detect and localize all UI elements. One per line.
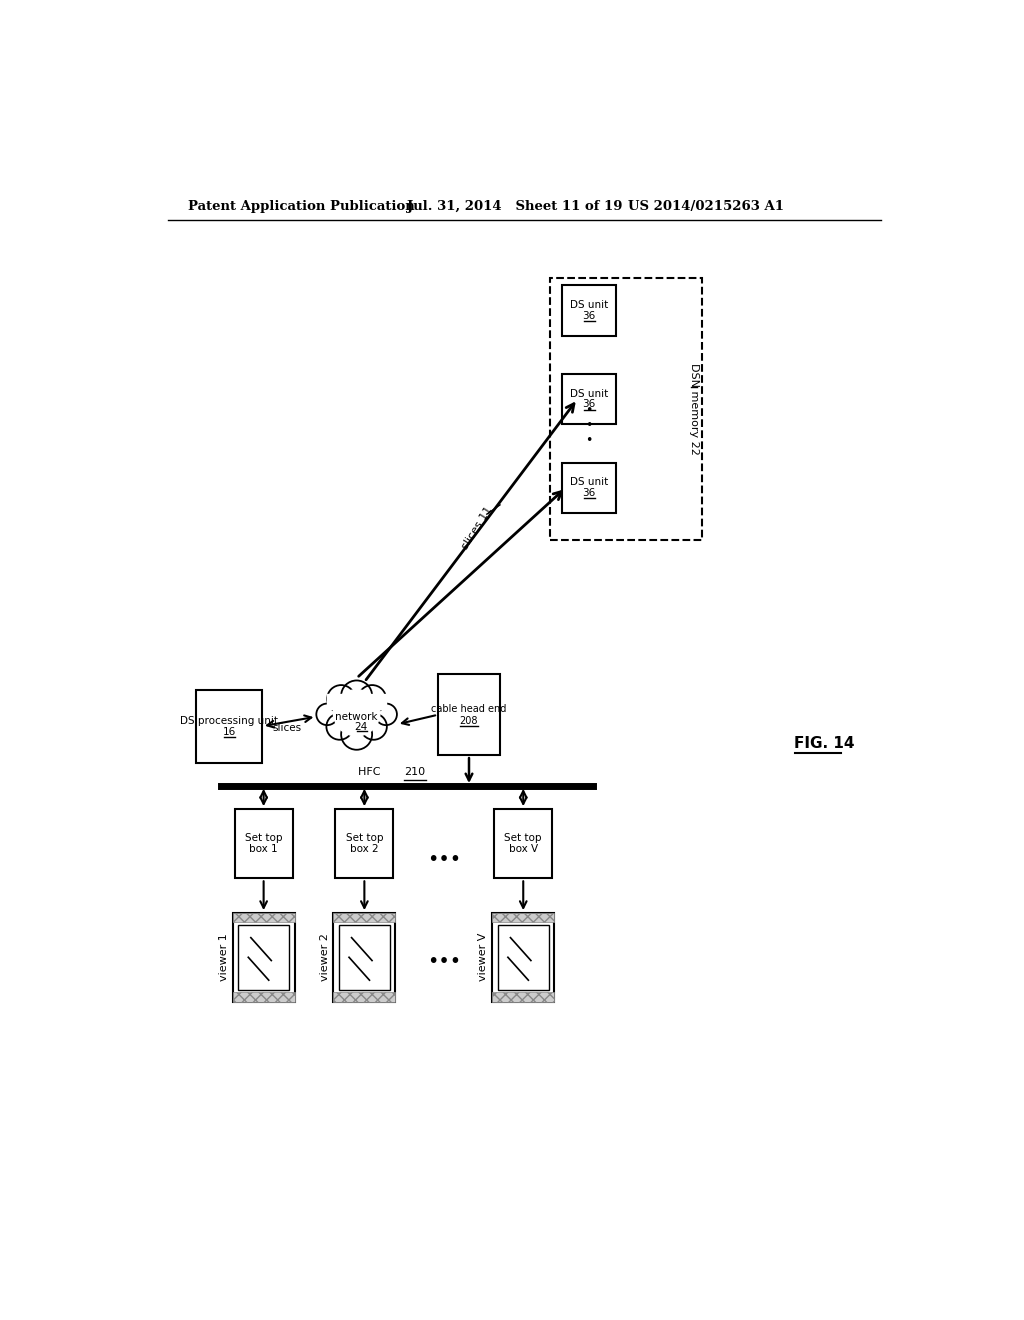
Bar bbox=[562, 374, 616, 424]
Bar bbox=[562, 462, 616, 512]
Text: Jul. 31, 2014   Sheet 11 of 19: Jul. 31, 2014 Sheet 11 of 19 bbox=[407, 201, 623, 214]
Text: •••: ••• bbox=[427, 952, 461, 970]
Bar bbox=[232, 913, 295, 1002]
Bar bbox=[493, 913, 554, 923]
Circle shape bbox=[334, 689, 380, 737]
Bar bbox=[339, 924, 390, 990]
Text: DS processing unit: DS processing unit bbox=[180, 715, 279, 726]
Circle shape bbox=[328, 685, 355, 713]
Circle shape bbox=[327, 714, 352, 739]
Bar bbox=[335, 809, 393, 878]
Bar bbox=[232, 913, 295, 923]
Circle shape bbox=[341, 719, 372, 750]
Text: Set top
box V: Set top box V bbox=[505, 833, 542, 854]
Bar bbox=[498, 924, 549, 990]
Text: viewer V: viewer V bbox=[478, 933, 488, 982]
Text: DS unit: DS unit bbox=[570, 478, 608, 487]
Text: FIG. 14: FIG. 14 bbox=[795, 737, 855, 751]
Bar bbox=[197, 690, 262, 763]
Text: slices 11: slices 11 bbox=[460, 504, 494, 552]
Text: cable head end: cable head end bbox=[431, 704, 507, 714]
Text: network: network bbox=[336, 711, 378, 722]
Text: 210: 210 bbox=[403, 767, 425, 776]
Text: DS unit: DS unit bbox=[570, 300, 608, 310]
Bar bbox=[550, 277, 701, 540]
Bar bbox=[334, 913, 395, 923]
Text: DS unit: DS unit bbox=[570, 388, 608, 399]
Text: 36: 36 bbox=[583, 488, 596, 498]
Circle shape bbox=[341, 681, 372, 711]
Text: 16: 16 bbox=[222, 727, 236, 737]
Text: viewer 1: viewer 1 bbox=[219, 933, 228, 981]
Bar bbox=[234, 809, 293, 878]
Text: Patent Application Publication: Patent Application Publication bbox=[188, 201, 415, 214]
Bar bbox=[493, 913, 554, 1002]
Text: slices: slices bbox=[272, 723, 301, 733]
Text: 24: 24 bbox=[354, 722, 368, 731]
Text: 36: 36 bbox=[583, 312, 596, 321]
Bar bbox=[438, 675, 500, 755]
Text: HFC: HFC bbox=[357, 767, 384, 776]
Circle shape bbox=[360, 714, 387, 739]
Bar bbox=[328, 693, 386, 709]
Text: 208: 208 bbox=[460, 715, 478, 726]
Bar bbox=[495, 809, 552, 878]
Text: viewer 2: viewer 2 bbox=[319, 933, 330, 981]
Text: Set top
box 2: Set top box 2 bbox=[346, 833, 383, 854]
Circle shape bbox=[316, 704, 338, 725]
Text: •••: ••• bbox=[427, 850, 461, 869]
Bar bbox=[562, 285, 616, 335]
Text: US 2014/0215263 A1: US 2014/0215263 A1 bbox=[628, 201, 784, 214]
Bar bbox=[238, 924, 289, 990]
Circle shape bbox=[375, 704, 397, 725]
Text: DSN memory 22: DSN memory 22 bbox=[689, 363, 698, 454]
Bar bbox=[334, 913, 395, 1002]
Bar bbox=[334, 993, 395, 1002]
Text: Set top
box 1: Set top box 1 bbox=[245, 833, 283, 854]
Circle shape bbox=[358, 685, 386, 713]
Text: 36: 36 bbox=[583, 400, 596, 409]
Text: •
•
•: • • • bbox=[586, 404, 593, 447]
Bar bbox=[232, 993, 295, 1002]
Bar bbox=[493, 993, 554, 1002]
